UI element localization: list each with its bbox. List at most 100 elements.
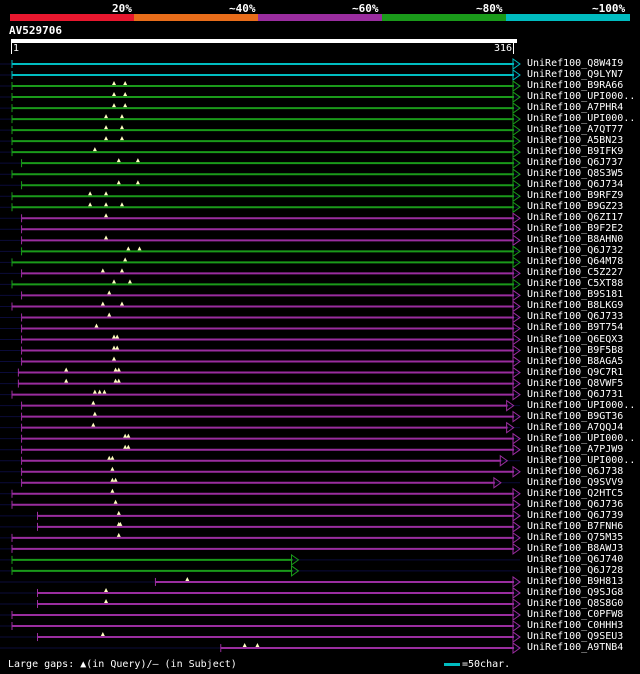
- hit-label[interactable]: UniRef100_Q6J737: [527, 157, 624, 169]
- query-gap-marker: [104, 202, 109, 207]
- hit-label[interactable]: UniRef100_Q6J736: [527, 498, 624, 510]
- hit-label[interactable]: UniRef100_B9H813: [527, 575, 624, 587]
- hit-label[interactable]: UniRef100_B9T754: [527, 322, 624, 334]
- hit-label[interactable]: UniRef100_Q6J731: [527, 388, 624, 400]
- hit-end-arrow: [506, 421, 515, 434]
- query-gap-marker: [110, 455, 115, 460]
- hit-label[interactable]: UniRef100_B8AGA5: [527, 355, 624, 367]
- hit-label[interactable]: UniRef100_Q6J728: [527, 564, 624, 576]
- scale-bar-80: [382, 14, 506, 21]
- hit-label[interactable]: UniRef100_Q6J738: [527, 465, 624, 477]
- query-gap-marker: [126, 246, 131, 251]
- hit-end-arrow: [512, 212, 521, 225]
- hit-label[interactable]: UniRef100_A7QT77: [527, 124, 624, 136]
- hit-label[interactable]: UniRef100_B9GT36: [527, 410, 624, 422]
- query-gap-marker: [115, 345, 120, 350]
- hit-label[interactable]: UniRef100_B7FNH6: [527, 520, 624, 532]
- hit-label[interactable]: UniRef100_C0PFW8: [527, 609, 624, 620]
- hit-label[interactable]: UniRef100_UPI000..: [527, 399, 636, 411]
- hit-end-arrow: [512, 487, 521, 500]
- hit-label[interactable]: UniRef100_B9RA66: [527, 80, 624, 92]
- hit-end-arrow: [512, 498, 521, 511]
- query-gap-marker: [107, 312, 112, 317]
- hit-label[interactable]: UniRef100_Q8VWF5: [527, 377, 624, 389]
- hit-label[interactable]: UniRef100_Q9SEU3: [527, 631, 624, 643]
- hit-label[interactable]: UniRef100_Q2HTC5: [527, 487, 624, 499]
- hit-label[interactable]: UniRef100_A5BN23: [527, 135, 624, 147]
- hit-label[interactable]: UniRef100_Q9LYN7: [527, 69, 624, 81]
- hit-label[interactable]: UniRef100_UPI000..: [527, 454, 636, 466]
- hit-label[interactable]: UniRef100_Q9SJG8: [527, 586, 624, 598]
- hit-label[interactable]: UniRef100_Q6J733: [527, 311, 624, 323]
- hit-label[interactable]: UniRef100_Q6J734: [527, 179, 624, 191]
- hit-label[interactable]: UniRef100_Q9C7R1: [527, 366, 624, 378]
- query-gap-marker: [127, 279, 132, 284]
- hit-end-arrow: [512, 410, 521, 423]
- query-gap-marker: [110, 466, 115, 471]
- hit-label[interactable]: UniRef100_C5Z227: [527, 267, 624, 279]
- hit-end-arrow: [512, 179, 521, 192]
- hit-end-arrow: [512, 157, 521, 170]
- hit-end-arrow: [512, 542, 521, 555]
- hit-label[interactable]: UniRef100_B9IFK9: [527, 146, 624, 158]
- hit-end-arrow: [512, 91, 521, 104]
- query-gap-marker: [126, 444, 131, 449]
- hit-label[interactable]: UniRef100_A7PJW9: [527, 443, 624, 455]
- scale-label-40: ~40%: [229, 2, 256, 15]
- hit-label[interactable]: UniRef100_UPI000..: [527, 432, 636, 444]
- query-gap-marker: [94, 323, 99, 328]
- scale-label-80: ~80%: [476, 2, 503, 15]
- hit-label[interactable]: UniRef100_B9GZ23: [527, 201, 624, 213]
- hit-end-arrow: [512, 575, 521, 588]
- hit-label[interactable]: UniRef100_B8AWJ3: [527, 542, 624, 554]
- query-end: 316: [494, 43, 515, 54]
- query-gap-marker: [116, 158, 121, 163]
- query-gap-marker: [119, 114, 124, 119]
- hit-label[interactable]: UniRef100_C0HHH3: [527, 620, 624, 632]
- hit-label[interactable]: UniRef100_Q6J739: [527, 509, 624, 521]
- query-gap-marker: [92, 147, 97, 152]
- hit-end-arrow: [512, 631, 521, 644]
- query-gap-marker: [100, 301, 105, 306]
- hit-end-arrow: [290, 564, 300, 577]
- hit-label[interactable]: UniRef100_B9S181: [527, 289, 624, 301]
- hit-label[interactable]: UniRef100_Q8S3W5: [527, 168, 624, 180]
- hit-label[interactable]: UniRef100_Q6J732: [527, 245, 624, 257]
- hit-label[interactable]: UniRef100_Q6EQX3: [527, 333, 624, 345]
- hit-label[interactable]: UniRef100_A9TNB4: [527, 642, 624, 654]
- query-gap-marker: [135, 180, 140, 185]
- hit-label[interactable]: UniRef100_B8LKG9: [527, 300, 624, 312]
- hit-label[interactable]: UniRef100_Q9SVV9: [527, 476, 624, 488]
- query-gap-marker: [91, 400, 96, 405]
- hit-label[interactable]: UniRef100_Q8W4I9: [527, 58, 624, 69]
- query-gap-marker: [104, 587, 109, 592]
- hit-label[interactable]: UniRef100_UPI000..: [527, 91, 636, 103]
- query-gap-marker: [104, 136, 109, 141]
- hit-label[interactable]: UniRef100_UPI000..: [527, 113, 636, 125]
- hit-end-arrow: [512, 509, 521, 522]
- hit-label[interactable]: UniRef100_Q75M35: [527, 531, 624, 543]
- hit-end-arrow: [512, 311, 521, 324]
- hit-end-arrow: [290, 553, 300, 566]
- hit-label[interactable]: UniRef100_Q64M78: [527, 256, 624, 268]
- query-gap-marker: [104, 114, 109, 119]
- hit-end-arrow: [512, 322, 521, 335]
- hit-label[interactable]: UniRef100_B9F5B8: [527, 344, 624, 356]
- hit-label[interactable]: UniRef100_B9RFZ9: [527, 190, 624, 202]
- hit-label[interactable]: UniRef100_C5XT88: [527, 278, 624, 290]
- query-gap-marker: [123, 103, 128, 108]
- hit-label[interactable]: UniRef100_Q6J740: [527, 553, 624, 565]
- hit-label[interactable]: UniRef100_Q6ZI17: [527, 212, 624, 224]
- query-gap-marker: [113, 477, 118, 482]
- hit-label[interactable]: UniRef100_A7PHR4: [527, 102, 624, 114]
- hit-end-arrow: [512, 531, 521, 544]
- hit-label[interactable]: UniRef100_A7QQJ4: [527, 421, 624, 433]
- hit-label[interactable]: UniRef100_B8AHN0: [527, 234, 624, 246]
- query-start: 1: [11, 43, 20, 54]
- hit-end-arrow: [512, 520, 521, 533]
- query-gap-marker: [118, 521, 123, 526]
- hit-label[interactable]: UniRef100_B9F2E2: [527, 223, 624, 235]
- gap-legend: Large gaps: ▲(in Query)/— (in Subject): [8, 659, 237, 670]
- hit-label[interactable]: UniRef100_Q8S8G0: [527, 597, 624, 609]
- hit-end-arrow: [512, 135, 521, 148]
